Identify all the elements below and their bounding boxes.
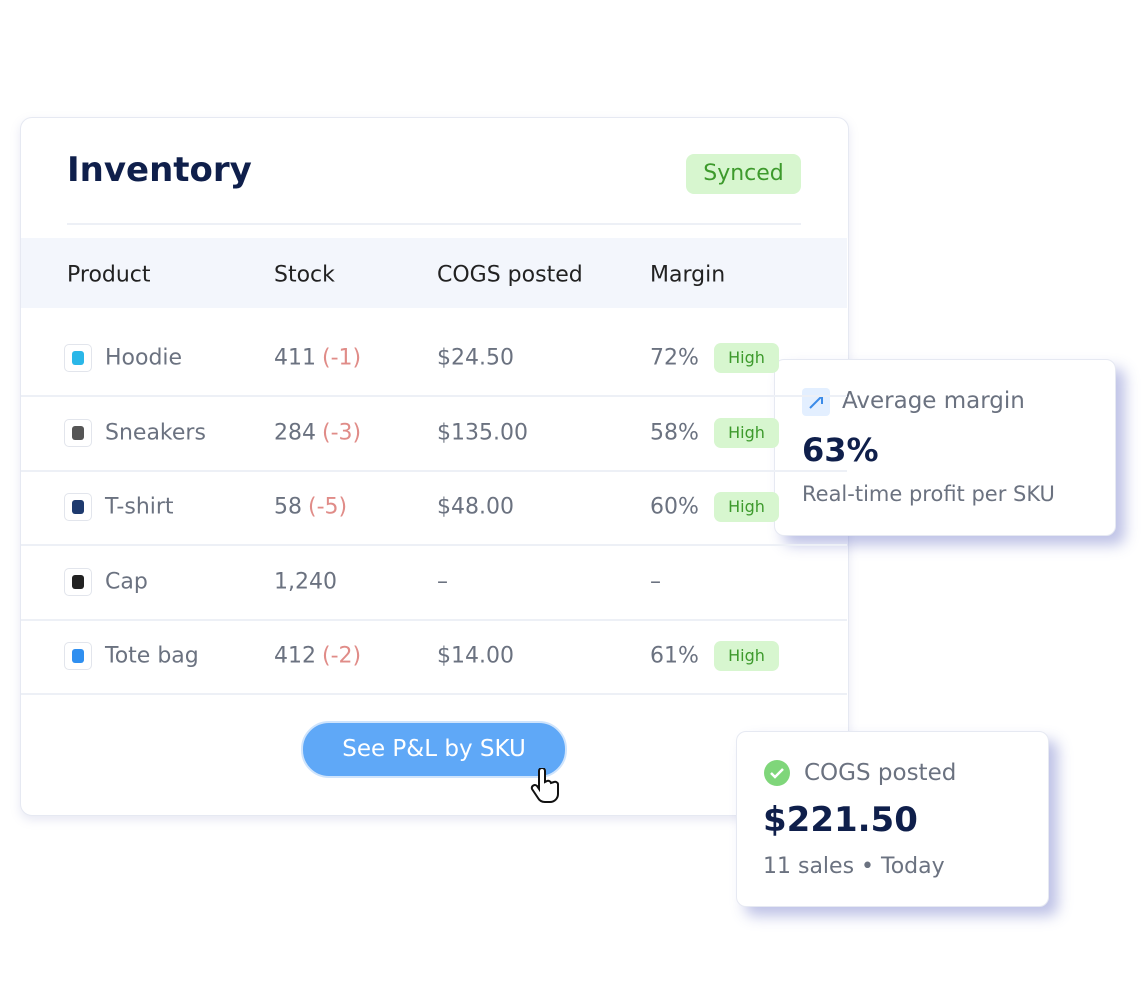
column-header: Stock	[274, 262, 335, 288]
cogs: $14.00	[437, 643, 514, 669]
margin-card	[774, 359, 1116, 536]
product-name: Hoodie	[105, 345, 183, 371]
stock-change: (-3)	[322, 420, 362, 445]
stock: 58 (-5)	[274, 494, 348, 520]
margin-value: 63%	[802, 431, 879, 469]
cogs-note: 11 sales • Today	[763, 854, 945, 879]
cogs-value: $221.50	[763, 800, 918, 840]
table-header	[21, 238, 847, 308]
column-header: Margin	[650, 262, 726, 288]
column-header: Product	[67, 262, 151, 288]
stock-change: (-5)	[308, 494, 348, 520]
stock: 411 (-1)	[274, 345, 362, 371]
stock: 284 (-3)	[274, 420, 362, 445]
product-name: T-shirt	[105, 494, 174, 520]
margin-note: Real-time profit per SKU	[802, 482, 1055, 506]
margin: 72%	[650, 345, 699, 371]
product-name: Cap	[105, 569, 148, 594]
row-separator	[21, 544, 847, 546]
cursor	[530, 768, 559, 804]
cogs: –	[437, 569, 448, 594]
row-separator	[21, 693, 847, 695]
pl-button[interactable]: See P&L by SKU	[301, 721, 567, 778]
product-icon	[64, 493, 92, 521]
sync-status: Synced	[686, 154, 801, 194]
cogs: $24.50	[437, 345, 514, 371]
margin-badge: High	[714, 641, 779, 671]
stock-change: (-2)	[322, 643, 362, 669]
divider	[67, 223, 801, 225]
margin: 58%	[650, 420, 699, 445]
margin-badge: High	[714, 492, 779, 522]
inventory-title: Inventory	[67, 150, 252, 190]
cogs-label: COGS posted	[804, 760, 957, 786]
check-icon	[764, 760, 790, 786]
margin-badge: High	[714, 343, 779, 373]
row-separator	[21, 395, 847, 397]
trend-icon	[802, 388, 830, 416]
product-icon	[64, 567, 92, 596]
margin: 61%	[650, 643, 699, 669]
row-separator	[21, 618, 847, 621]
margin: 60%	[650, 494, 699, 520]
column-header: COGS posted	[437, 262, 583, 288]
cogs: $135.00	[437, 420, 528, 445]
product-name: Sneakers	[105, 420, 206, 445]
product-icon	[64, 418, 92, 447]
cogs-card	[736, 731, 1049, 907]
margin-label: Average margin	[842, 388, 1025, 414]
product-icon	[64, 642, 92, 670]
row-separator	[21, 469, 847, 472]
product-name: Tote bag	[105, 643, 199, 669]
stock: 1,240	[274, 569, 337, 594]
margin: –	[650, 569, 661, 594]
stock: 412 (-2)	[274, 643, 362, 669]
product-icon	[64, 344, 92, 372]
cogs: $48.00	[437, 494, 514, 520]
margin-badge: High	[714, 417, 779, 448]
stock-change: (-1)	[322, 345, 362, 371]
inventory-card	[20, 117, 849, 816]
